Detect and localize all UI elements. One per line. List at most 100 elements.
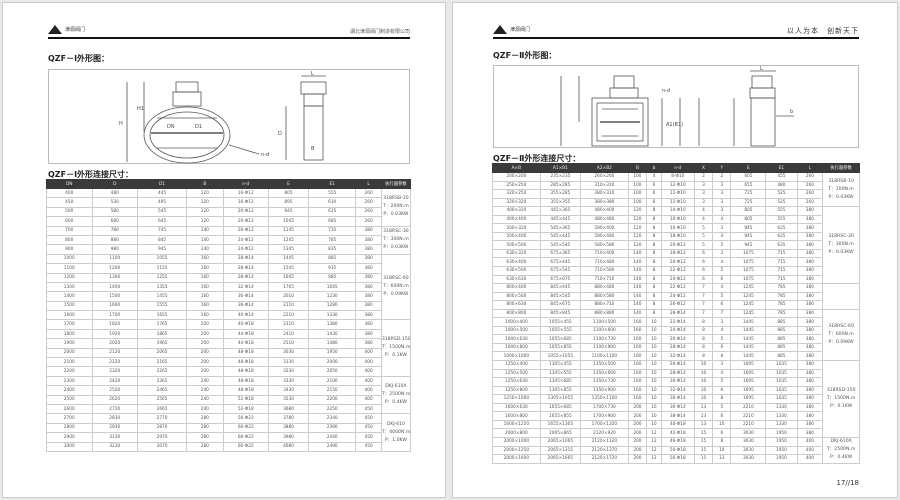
table-cell: 26-Φ12 [660, 300, 695, 310]
dim-L: L [760, 66, 763, 72]
table-cell: 610 [308, 197, 357, 208]
actuator-param-line: DKJ-610 [386, 421, 405, 427]
table-cell: 48-Φ18 [222, 357, 270, 368]
actuator-param-line: T：200N.m [383, 204, 409, 210]
table-row: 630×630 675×675 710×710 140 8 24-Φ12 6 6 1075 715… [492, 274, 860, 285]
table-cell: 2365 [136, 375, 188, 387]
table-cell: 715 [765, 274, 798, 285]
table-cell: 100 [627, 180, 648, 191]
actuator-param-line: P：0.09KW [828, 339, 854, 345]
table-cell: 1055×455 [539, 317, 582, 327]
table-cell: 5 [712, 377, 732, 387]
table-cell: 1035 [765, 385, 798, 396]
table-cell: 160 [186, 272, 224, 283]
table-cell: 1865 [136, 328, 188, 340]
table-cell: 2165 [136, 357, 188, 368]
table-cell: 785 [765, 291, 798, 302]
table-cell: 3070 [136, 441, 188, 452]
table-cell: 800×400 [492, 283, 541, 293]
table-row: 1250×500 1305×555 1350×600 160 10 28-Φ14 10 4 16… [492, 368, 860, 379]
table-cell: 13 [693, 419, 714, 430]
table-row: 500×320 545×365 580×400 120 8 16-Φ10 5 3 945 635 3… [492, 223, 860, 233]
table-cell: 1655×685 [539, 402, 582, 413]
column-header: L [796, 163, 824, 173]
table-cell: 50-Φ18 [660, 445, 695, 456]
table-cell: 1655×1305 [539, 419, 582, 430]
table-cell: 24-Φ14 [660, 325, 695, 336]
table-cell: 2420 [91, 375, 138, 387]
table-cell: 260×260 [580, 172, 629, 182]
column-header: 执行器参数 [380, 179, 412, 189]
table-cell: 1600×800 [492, 411, 541, 421]
table-row: 1000×400 1055×455 1100×500 160 10 22-Φ14 8 3 144… [492, 317, 860, 327]
table-cell: 22-Φ12 [660, 266, 695, 276]
actuator-params-cell: 318RSC-30 T：300N.m P：0.03KW [380, 225, 412, 255]
table-cell: 580 [91, 206, 138, 218]
table-cell: 1075 [730, 266, 767, 276]
table-cell: 160 [627, 342, 648, 353]
table-cell: 160 [627, 377, 648, 387]
table-cell: 380 [796, 325, 824, 336]
table-cell: 60-Φ22 [222, 432, 270, 443]
table-cell: 500×320 [492, 223, 541, 233]
table-cell: 715 [765, 248, 798, 259]
dim-H1: H1 [137, 106, 144, 112]
table-cell: 710×580 [580, 266, 629, 276]
actuator-param-line: 318RSC-60 [383, 276, 409, 282]
table-cell: 1305×555 [539, 368, 582, 379]
table-cell: 6 [693, 274, 714, 285]
table-row: 800 880 845 140 24-Φ12 1245 785 380 [46, 234, 411, 246]
table-cell: 2 [712, 172, 732, 182]
table-cell: 15 [693, 454, 714, 464]
table-cell: 1645 [268, 272, 310, 283]
table-cell: 6 [693, 257, 714, 267]
table-cell: 2000×800 [492, 428, 541, 438]
table-cell: 160 [627, 394, 648, 404]
table-cell: 6 [646, 189, 662, 199]
table-cell: 1655 [136, 310, 188, 321]
table-cell: 52-Φ18 [222, 394, 270, 406]
table-cell: 280 [186, 441, 224, 452]
table-cell: 605 [730, 172, 767, 182]
table-cell: 380 [355, 319, 382, 330]
table-cell: 24-Φ12 [660, 291, 695, 302]
actuator-param-line: 318RSC-30 [828, 234, 854, 240]
table-cell: 24-Φ12 [222, 244, 270, 255]
table-cell: 36-Φ14 [222, 300, 270, 312]
table-cell: 500×500 [492, 240, 541, 250]
table-row: 2700 2830 2770 280 56-Φ22 3780 2340 450 DKJ-610 T… [46, 413, 412, 452]
table-cell: 32-Φ14 [222, 281, 270, 293]
table-cell: 10 [712, 445, 732, 456]
table-cell: 1765 [268, 281, 310, 293]
table-cell: 2120×920 [580, 428, 629, 438]
table-cell: 100 [627, 197, 648, 208]
table-cell: 140 [627, 257, 648, 267]
table-row: 1000×1000 1055×1055 1100×1100 160 10 32-Φ14 8 8… [492, 351, 860, 362]
table-cell: 28-Φ14 [222, 263, 270, 274]
table-cell: 400 [796, 454, 824, 464]
actuator-param-line: T：4000N.m [381, 429, 411, 435]
table-cell: 845×845 [539, 308, 582, 319]
table-cell: 600 [46, 216, 93, 227]
table-cell: 3030 [268, 347, 310, 359]
actuator-params-cell [822, 283, 860, 310]
table-cell: 380 [796, 291, 824, 302]
column-header: B [186, 179, 224, 189]
table-cell: 2310 [268, 319, 310, 330]
table-cell: 400 [46, 187, 93, 199]
right-page: 津源阀门 以人为本 创新天下 QZF－Ⅱ外形图： n-d L A1(B1) b … [452, 2, 898, 498]
table-cell: 1445 [730, 334, 767, 344]
table-cell: 1100×600 [580, 325, 629, 336]
table-cell: 60-Φ22 [222, 422, 270, 434]
table-cell: 380 [796, 231, 824, 242]
table-cell: 1950 [765, 454, 798, 464]
table-cell: 380 [796, 360, 824, 370]
table-cell: 260 [355, 216, 382, 227]
actuator-params-cell: DKJ-610 T：4000N.m P：1.0KW [380, 413, 412, 452]
table-cell: 1695 [730, 394, 767, 404]
table-cell: 2 [693, 172, 714, 182]
table-cell: 140 [627, 274, 648, 285]
table-cell: 1700×1350 [580, 419, 629, 430]
table-cell: 140 [627, 266, 648, 276]
actuator-param-line: T：300N.m [383, 237, 409, 243]
